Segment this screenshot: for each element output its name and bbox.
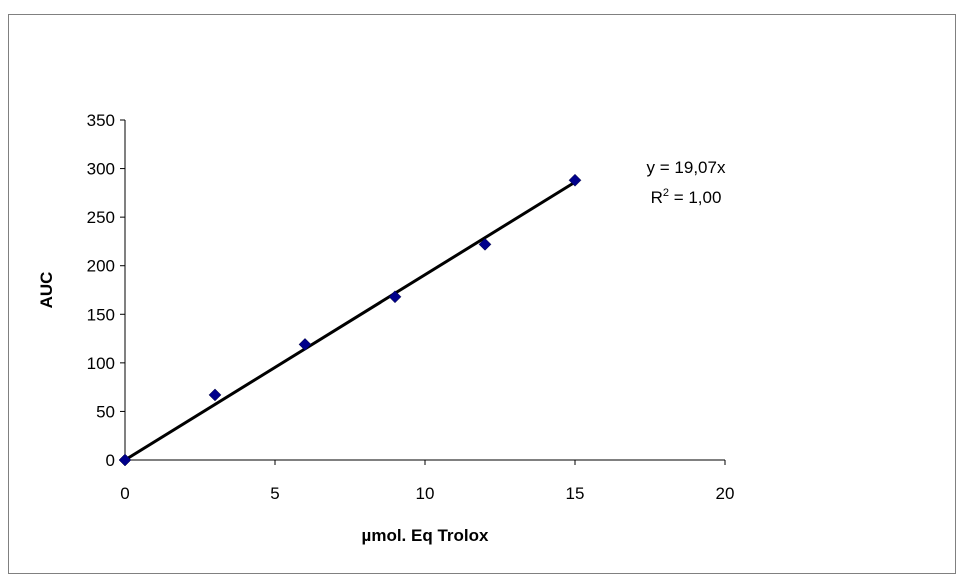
x-tick-label: 15	[566, 484, 585, 503]
y-tick-label: 50	[96, 402, 115, 421]
trendline	[124, 180, 576, 462]
data-point	[298, 338, 312, 351]
trendline-r-squared: R2 = 1,00	[651, 187, 722, 207]
x-tick-label: 20	[716, 484, 735, 503]
r2-prefix: R	[651, 188, 663, 207]
r2-value: = 1,00	[669, 188, 721, 207]
y-tick-label: 150	[87, 305, 115, 324]
data-point	[478, 237, 492, 251]
y-tick-label: 0	[106, 451, 115, 470]
trendline-group	[124, 180, 576, 462]
trendline-equation: y = 19,07x	[647, 158, 726, 177]
r2-superscript: 2	[663, 187, 669, 199]
data-point	[568, 173, 582, 187]
y-tick-label: 300	[87, 160, 115, 179]
data-point	[208, 388, 222, 402]
chart-frame	[8, 14, 956, 574]
x-axis-title: µmol. Eq Trolox	[362, 526, 489, 545]
y-tick-label: 350	[87, 111, 115, 130]
data-point	[388, 290, 402, 304]
y-axis-ticks: 0 50 100 150 200 250 300 350	[87, 111, 125, 470]
x-tick-label: 10	[416, 484, 435, 503]
x-axis-ticks: 0 5 10 15 20	[120, 460, 734, 503]
x-tick-label: 0	[120, 484, 129, 503]
y-tick-label: 100	[87, 354, 115, 373]
data-points	[118, 173, 582, 467]
axes	[124, 120, 725, 461]
y-tick-label: 200	[87, 257, 115, 276]
data-point	[118, 453, 132, 467]
x-tick-label: 5	[270, 484, 279, 503]
y-axis-title: AUC	[37, 272, 56, 309]
y-tick-label: 250	[87, 208, 115, 227]
